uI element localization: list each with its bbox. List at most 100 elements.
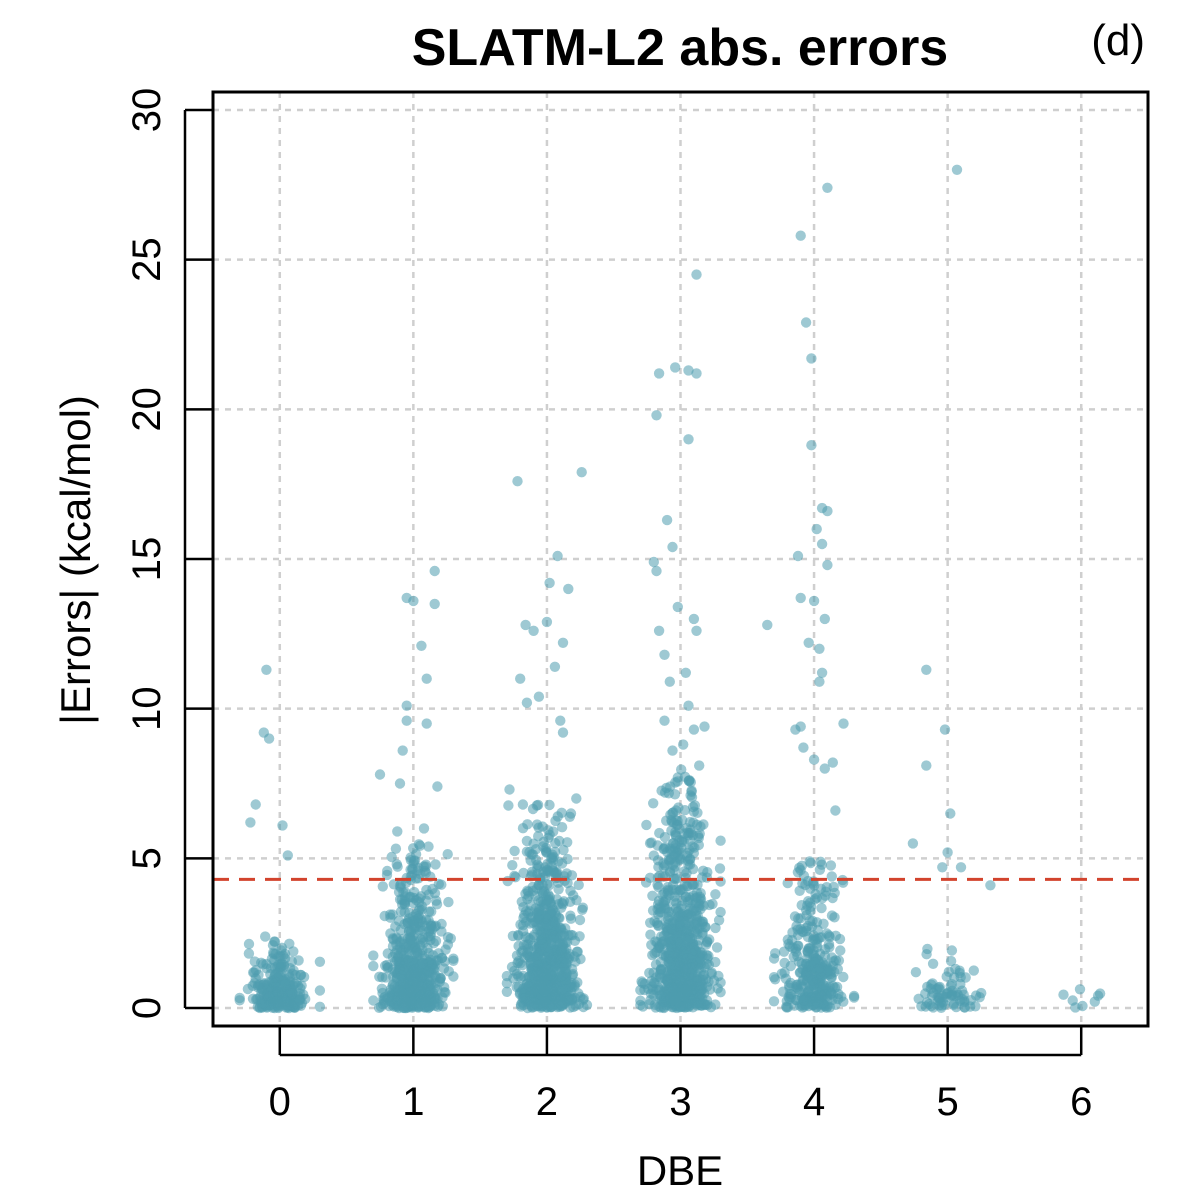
x-axis-label: DBE xyxy=(637,1147,723,1194)
data-point xyxy=(413,873,424,884)
data-point xyxy=(557,637,569,648)
data-point xyxy=(545,906,556,918)
data-point xyxy=(368,995,379,1006)
data-point xyxy=(659,715,670,726)
data-point xyxy=(263,733,275,744)
data-point xyxy=(822,182,833,193)
data-point xyxy=(525,899,536,911)
data-point xyxy=(792,867,804,878)
data-point xyxy=(785,960,796,972)
data-point xyxy=(1074,984,1086,995)
data-point xyxy=(515,1001,527,1012)
data-point xyxy=(575,991,586,1003)
data-point xyxy=(648,798,659,809)
data-point xyxy=(641,819,652,831)
data-point xyxy=(808,930,819,941)
data-point xyxy=(667,745,678,756)
data-point xyxy=(558,844,569,856)
data-point xyxy=(770,948,781,959)
y-tick-label: 15 xyxy=(125,537,169,582)
data-point xyxy=(795,592,806,604)
data-point xyxy=(925,983,936,994)
data-point xyxy=(805,857,816,869)
y-tick-label: 5 xyxy=(125,847,169,869)
data-point xyxy=(250,799,261,810)
data-point xyxy=(924,998,935,1010)
data-point xyxy=(699,721,710,732)
data-point xyxy=(680,667,691,678)
data-point xyxy=(644,967,655,979)
data-point xyxy=(405,987,417,998)
data-point xyxy=(548,852,559,863)
data-point xyxy=(410,849,422,860)
data-point xyxy=(381,869,393,881)
data-point xyxy=(424,1001,435,1013)
data-point xyxy=(654,827,665,839)
data-point xyxy=(808,595,820,607)
data-point xyxy=(701,872,713,883)
data-point xyxy=(662,975,673,986)
data-point xyxy=(907,838,919,849)
data-point xyxy=(511,981,522,993)
data-point xyxy=(541,616,553,628)
data-point xyxy=(405,926,417,937)
data-point xyxy=(401,700,412,711)
data-point xyxy=(1067,995,1078,1006)
data-point xyxy=(537,879,548,890)
data-point xyxy=(501,986,513,997)
data-point xyxy=(429,565,440,577)
data-point xyxy=(762,619,773,631)
data-point xyxy=(418,937,430,948)
data-point xyxy=(783,980,795,991)
data-point xyxy=(830,805,841,816)
data-point xyxy=(927,958,939,969)
data-point xyxy=(412,913,423,924)
data-point xyxy=(528,625,539,636)
data-point xyxy=(528,940,539,951)
data-point xyxy=(432,781,443,792)
data-point xyxy=(664,933,676,945)
y-tick-label: 30 xyxy=(125,88,169,133)
data-point xyxy=(519,993,530,1004)
data-point xyxy=(946,945,958,956)
data-point xyxy=(922,943,933,955)
data-point xyxy=(658,896,669,908)
data-point xyxy=(398,951,410,962)
data-point xyxy=(968,965,979,976)
data-point xyxy=(558,930,570,942)
data-point xyxy=(577,902,589,913)
data-point xyxy=(795,230,806,241)
data-point xyxy=(676,764,687,775)
data-point xyxy=(650,1002,661,1013)
data-point xyxy=(1058,989,1069,1000)
data-point xyxy=(574,914,586,926)
data-point xyxy=(504,784,515,795)
data-point xyxy=(421,673,432,684)
data-point xyxy=(404,939,415,951)
data-point xyxy=(654,969,666,980)
data-point xyxy=(826,910,838,921)
data-point xyxy=(671,995,682,1006)
data-point xyxy=(821,928,832,939)
data-point xyxy=(377,987,388,999)
data-point xyxy=(945,955,957,967)
data-point xyxy=(658,1002,669,1013)
data-point xyxy=(380,960,391,971)
data-point xyxy=(368,950,379,961)
data-point xyxy=(648,850,659,861)
data-point xyxy=(782,934,793,945)
data-point xyxy=(803,637,814,648)
data-point xyxy=(670,362,681,373)
data-point xyxy=(252,993,263,1005)
data-point xyxy=(674,975,685,986)
chart-title: SLATM-L2 abs. errors xyxy=(412,19,948,77)
data-point xyxy=(535,980,547,991)
data-point xyxy=(533,861,544,872)
y-tick-label: 20 xyxy=(125,387,169,432)
data-point xyxy=(970,990,982,1001)
data-point xyxy=(569,951,580,962)
data-point xyxy=(436,879,447,890)
data-point xyxy=(560,970,571,982)
data-point xyxy=(814,962,826,974)
data-point xyxy=(277,820,288,831)
